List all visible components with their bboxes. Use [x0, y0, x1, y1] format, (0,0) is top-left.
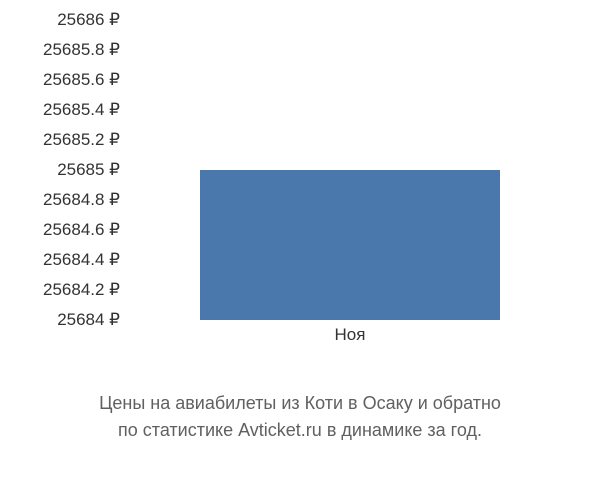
caption-line-2: по статистике Avticket.ru в динамике за …: [0, 417, 600, 444]
y-tick-label: 25684.2 ₽: [43, 280, 120, 300]
y-tick-label: 25684.6 ₽: [43, 220, 120, 240]
y-tick-label: 25685.2 ₽: [43, 130, 120, 150]
y-tick-label: 25685.4 ₽: [43, 100, 120, 120]
x-axis: Ноя: [130, 325, 570, 350]
y-axis: 25686 ₽25685.8 ₽25685.6 ₽25685.4 ₽25685.…: [20, 20, 125, 320]
y-tick-label: 25684 ₽: [57, 310, 120, 330]
y-tick-label: 25685.6 ₽: [43, 70, 120, 90]
chart-container: 25686 ₽25685.8 ₽25685.6 ₽25685.4 ₽25685.…: [20, 20, 580, 350]
chart-caption: Цены на авиабилеты из Коти в Осаку и обр…: [0, 390, 600, 444]
y-tick-label: 25684.4 ₽: [43, 250, 120, 270]
y-tick-label: 25685 ₽: [57, 160, 120, 180]
bar: [200, 170, 499, 320]
caption-line-1: Цены на авиабилеты из Коти в Осаку и обр…: [0, 390, 600, 417]
x-tick-label: Ноя: [335, 325, 366, 345]
y-tick-label: 25684.8 ₽: [43, 190, 120, 210]
plot-area: [130, 20, 570, 320]
y-tick-label: 25685.8 ₽: [43, 40, 120, 60]
y-tick-label: 25686 ₽: [57, 10, 120, 30]
